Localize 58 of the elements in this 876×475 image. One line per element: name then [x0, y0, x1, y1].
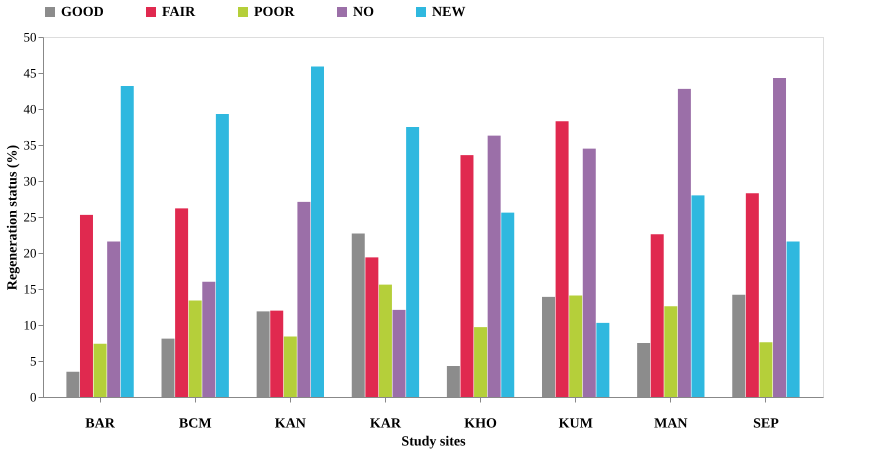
x-tick-label: BAR [85, 416, 116, 432]
bar [310, 66, 324, 397]
bar [786, 241, 800, 397]
x-tick-label: MAN [654, 416, 688, 432]
bar [378, 284, 392, 397]
bar [556, 121, 569, 397]
y-tick-label: 30 [24, 174, 36, 188]
y-tick-label: 10 [24, 318, 36, 332]
bar [202, 282, 216, 397]
y-tick-label: 5 [30, 354, 36, 368]
x-axis-title: Study sites [401, 434, 466, 450]
bar [406, 127, 420, 397]
bar [691, 195, 704, 397]
bar [460, 155, 474, 397]
bar [270, 310, 284, 397]
bar [501, 212, 514, 397]
y-tick-label: 25 [24, 210, 36, 224]
x-tick-label: SEP [753, 416, 780, 432]
y-tick-label: 0 [30, 390, 36, 404]
bar [365, 257, 378, 397]
bar [759, 342, 772, 397]
bar [94, 344, 107, 397]
bar [582, 148, 596, 397]
x-tick-label: KAN [274, 416, 306, 432]
bar [284, 336, 297, 397]
x-tick-label: KUM [558, 416, 593, 432]
bar [392, 310, 406, 397]
bar [569, 295, 582, 397]
bar [678, 88, 691, 397]
legend-label: POOR [254, 5, 296, 20]
bar [773, 78, 786, 397]
bar [596, 322, 610, 397]
bar [120, 86, 134, 397]
bar [297, 202, 310, 397]
bar [175, 208, 188, 397]
y-tick-label: 15 [24, 282, 36, 296]
bar [216, 114, 229, 397]
y-tick-label: 20 [24, 246, 36, 260]
bar [488, 136, 501, 397]
legend-label: FAIR [162, 5, 196, 20]
bar [474, 327, 488, 397]
bar [188, 300, 202, 397]
legend-label: NEW [432, 5, 466, 20]
bar [664, 306, 678, 397]
legend-label: GOOD [61, 5, 104, 20]
bar [650, 234, 664, 397]
y-tick-label: 50 [24, 30, 36, 44]
x-tick-label: BCM [178, 416, 212, 432]
bar [107, 241, 120, 397]
bar [80, 214, 93, 397]
x-tick-label: KAR [370, 416, 402, 432]
legend-label: NO [353, 5, 374, 20]
y-tick-label: 45 [24, 66, 36, 80]
y-tick-label: 40 [24, 102, 36, 116]
y-axis-title: Regeneration status (%) [6, 144, 20, 290]
bar [746, 193, 759, 397]
x-tick-label: KHO [464, 416, 498, 432]
y-tick-label: 35 [24, 138, 36, 152]
